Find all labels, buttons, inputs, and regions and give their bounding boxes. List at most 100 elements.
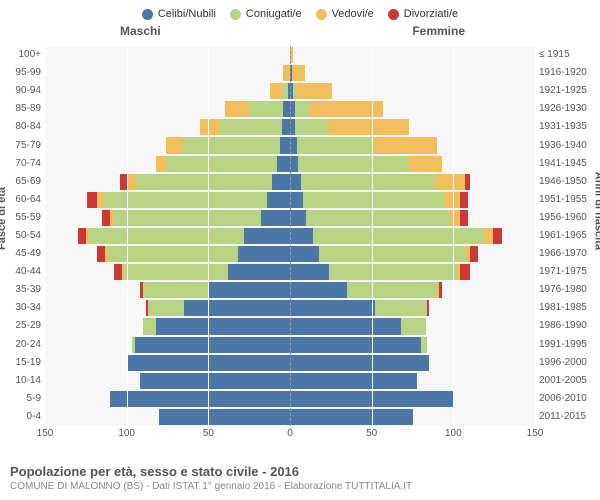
age-tick: 30-34 [15, 302, 41, 313]
legend-label: Divorziati/e [404, 8, 458, 20]
seg-married [89, 228, 244, 244]
center-line [290, 46, 291, 426]
seg-married [295, 101, 310, 117]
chart-title: Popolazione per età, sesso e stato civil… [10, 464, 590, 479]
seg-widowed [166, 137, 182, 153]
seg-married [123, 264, 228, 280]
birth-tick: 1961-1965 [539, 230, 587, 241]
birth-tick: 1981-1985 [539, 302, 587, 313]
birth-tick: 1916-1920 [539, 67, 587, 78]
bar-male [45, 65, 290, 81]
bar-male [45, 318, 290, 334]
seg-divorced [460, 264, 470, 280]
seg-divorced [465, 174, 470, 190]
gridline [372, 46, 373, 426]
seg-married [295, 119, 328, 135]
seg-widowed [292, 65, 305, 81]
seg-married [421, 337, 428, 353]
birth-tick: 1951-1955 [539, 194, 587, 205]
seg-married [249, 101, 283, 117]
seg-widowed [484, 228, 492, 244]
seg-divorced [439, 282, 442, 298]
seg-widowed [450, 210, 460, 226]
label-female: Femmine [412, 24, 465, 38]
seg-divorced [493, 228, 503, 244]
seg-married [319, 246, 466, 262]
seg-married [313, 228, 485, 244]
seg-single [290, 282, 347, 298]
seg-married [375, 300, 427, 316]
legend-item: Vedovi/e [316, 8, 374, 20]
seg-single [290, 355, 429, 371]
seg-single [290, 300, 375, 316]
seg-widowed [409, 156, 442, 172]
bar-male [45, 355, 290, 371]
age-tick: 0-4 [27, 411, 41, 422]
legend-item: Coniugati/e [230, 8, 302, 20]
seg-married [166, 156, 277, 172]
bar-male [45, 228, 290, 244]
seg-married [303, 192, 443, 208]
seg-widowed [444, 192, 460, 208]
seg-single [135, 337, 290, 353]
seg-widowed [297, 83, 333, 99]
age-tick: 90-94 [15, 85, 41, 96]
seg-single [238, 246, 290, 262]
age-tick: 40-44 [15, 266, 41, 277]
age-tick: 95-99 [15, 67, 41, 78]
age-tick: 80-84 [15, 121, 41, 132]
seg-married [301, 174, 435, 190]
seg-married [298, 156, 409, 172]
legend-dot [388, 9, 399, 20]
chart-area [45, 46, 535, 426]
x-tick: 100 [445, 428, 462, 439]
bar-female [290, 210, 535, 226]
birth-tick: 1941-1945 [539, 158, 587, 169]
bar-female [290, 391, 535, 407]
bar-female [290, 355, 535, 371]
gridline [453, 46, 454, 426]
bar-female [290, 300, 535, 316]
seg-single [290, 337, 421, 353]
birth-tick: 2011-2015 [539, 411, 586, 422]
bar-male [45, 373, 290, 389]
bar-female [290, 318, 535, 334]
bar-male [45, 409, 290, 425]
age-tick: 85-89 [15, 103, 41, 114]
birth-tick: 1991-1995 [539, 339, 587, 350]
age-tick: 25-29 [15, 320, 41, 331]
seg-widowed [200, 119, 220, 135]
bar-female [290, 65, 535, 81]
seg-married [401, 318, 426, 334]
bar-male [45, 174, 290, 190]
seg-single [267, 192, 290, 208]
age-tick: 75-79 [15, 140, 41, 151]
seg-single [208, 282, 290, 298]
seg-single [290, 228, 313, 244]
bar-female [290, 156, 535, 172]
y-axis-left: 100+95-9990-9485-8980-8475-7970-7465-696… [0, 46, 45, 426]
seg-single [272, 174, 290, 190]
birth-tick: 1926-1930 [539, 103, 587, 114]
bar-female [290, 228, 535, 244]
bar-male [45, 192, 290, 208]
birth-tick: 1966-1970 [539, 248, 587, 259]
seg-married [306, 210, 450, 226]
x-axis: 15010050050100150 [45, 428, 535, 444]
age-tick: 65-69 [15, 176, 41, 187]
x-tick: 50 [203, 428, 214, 439]
bar-female [290, 83, 535, 99]
x-tick: 100 [118, 428, 135, 439]
bar-male [45, 47, 290, 63]
seg-married [220, 119, 282, 135]
birth-tick: 2006-2010 [539, 393, 587, 404]
seg-divorced [427, 300, 429, 316]
bar-male [45, 83, 290, 99]
age-tick: 20-24 [15, 339, 41, 350]
legend-dot [142, 9, 153, 20]
seg-widowed [270, 83, 281, 99]
birth-tick: 1936-1940 [539, 140, 587, 151]
bar-female [290, 409, 535, 425]
seg-divorced [102, 210, 110, 226]
chart-subtitle: COMUNE DI MALONNO (BS) - Dati ISTAT 1° g… [10, 481, 590, 492]
